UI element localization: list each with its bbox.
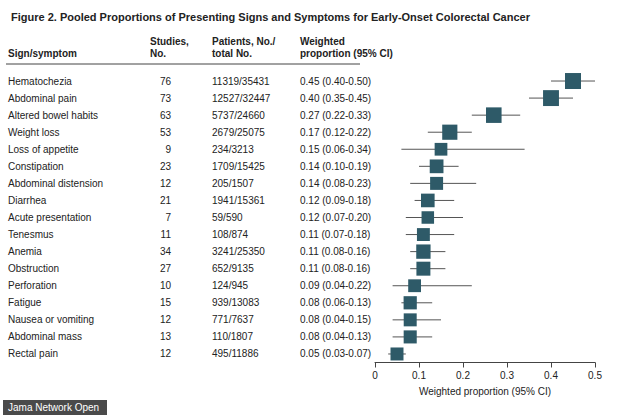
svg-text:495/11886: 495/11886 bbox=[212, 348, 259, 359]
svg-text:0.5: 0.5 bbox=[588, 370, 602, 381]
svg-text:0.08 (0.06-0.13): 0.08 (0.06-0.13) bbox=[300, 297, 371, 308]
svg-text:939/13083: 939/13083 bbox=[212, 297, 260, 308]
svg-text:0.11 (0.07-0.18): 0.11 (0.07-0.18) bbox=[300, 229, 370, 240]
svg-text:0.3: 0.3 bbox=[500, 370, 514, 381]
svg-text:13: 13 bbox=[160, 331, 172, 342]
svg-text:0.17 (0.12-0.22): 0.17 (0.12-0.22) bbox=[300, 127, 371, 138]
svg-text:Rectal pain: Rectal pain bbox=[8, 348, 58, 359]
svg-text:12: 12 bbox=[160, 314, 172, 325]
svg-text:0.14 (0.10-0.19): 0.14 (0.10-0.19) bbox=[300, 161, 371, 172]
svg-text:9: 9 bbox=[165, 144, 171, 155]
svg-text:21: 21 bbox=[160, 195, 172, 206]
svg-text:27: 27 bbox=[160, 263, 172, 274]
svg-text:205/1507: 205/1507 bbox=[212, 178, 254, 189]
svg-text:124/945: 124/945 bbox=[212, 280, 249, 291]
svg-text:0.4: 0.4 bbox=[544, 370, 558, 381]
svg-text:0.11 (0.08-0.16): 0.11 (0.08-0.16) bbox=[300, 263, 370, 274]
svg-text:15: 15 bbox=[160, 297, 172, 308]
svg-text:1709/15425: 1709/15425 bbox=[212, 161, 265, 172]
svg-text:Perforation: Perforation bbox=[8, 280, 57, 291]
svg-text:0.12 (0.09-0.18): 0.12 (0.09-0.18) bbox=[300, 195, 371, 206]
svg-text:0.45 (0.40-0.50): 0.45 (0.40-0.50) bbox=[300, 76, 371, 87]
svg-text:234/3213: 234/3213 bbox=[212, 144, 254, 155]
svg-text:total No.: total No. bbox=[212, 48, 252, 59]
svg-text:No.: No. bbox=[150, 48, 166, 59]
svg-text:Anemia: Anemia bbox=[8, 246, 42, 257]
svg-text:0.12 (0.07-0.20): 0.12 (0.07-0.20) bbox=[300, 212, 371, 223]
svg-text:0.14 (0.08-0.23): 0.14 (0.08-0.23) bbox=[300, 178, 371, 189]
svg-text:12527/32447: 12527/32447 bbox=[212, 93, 271, 104]
svg-text:7: 7 bbox=[165, 212, 171, 223]
svg-text:0.27 (0.22-0.33): 0.27 (0.22-0.33) bbox=[300, 110, 371, 121]
svg-text:Altered bowel habits: Altered bowel habits bbox=[8, 110, 98, 121]
svg-text:0.11 (0.08-0.16): 0.11 (0.08-0.16) bbox=[300, 246, 370, 257]
svg-text:0.15 (0.06-0.34): 0.15 (0.06-0.34) bbox=[300, 144, 371, 155]
svg-text:11: 11 bbox=[161, 229, 172, 240]
svg-text:Jama Network Open: Jama Network Open bbox=[8, 402, 99, 413]
svg-text:Acute presentation: Acute presentation bbox=[8, 212, 91, 223]
svg-text:Abdominal pain: Abdominal pain bbox=[8, 93, 77, 104]
svg-text:0.08 (0.04-0.15): 0.08 (0.04-0.15) bbox=[300, 314, 371, 325]
svg-text:Hematochezia: Hematochezia bbox=[8, 76, 72, 87]
svg-text:Studies,: Studies, bbox=[150, 36, 189, 47]
svg-text:3241/25350: 3241/25350 bbox=[212, 246, 265, 257]
svg-text:Diarrhea: Diarrhea bbox=[8, 195, 47, 206]
svg-text:12: 12 bbox=[160, 348, 172, 359]
svg-text:Weight loss: Weight loss bbox=[8, 127, 60, 138]
svg-text:Obstruction: Obstruction bbox=[8, 263, 59, 274]
svg-text:1941/15361: 1941/15361 bbox=[212, 195, 265, 206]
svg-text:Patients, No./: Patients, No./ bbox=[212, 36, 276, 47]
svg-text:2679/25075: 2679/25075 bbox=[212, 127, 265, 138]
svg-text:Sign/symptom: Sign/symptom bbox=[8, 48, 77, 59]
svg-text:10: 10 bbox=[160, 280, 172, 291]
svg-text:11319/35431: 11319/35431 bbox=[212, 76, 270, 87]
svg-text:12: 12 bbox=[160, 178, 172, 189]
svg-text:Fatigue: Fatigue bbox=[8, 297, 42, 308]
svg-text:Constipation: Constipation bbox=[8, 161, 64, 172]
svg-text:76: 76 bbox=[160, 76, 172, 87]
svg-text:63: 63 bbox=[160, 110, 172, 121]
svg-text:73: 73 bbox=[160, 93, 172, 104]
svg-text:0.1: 0.1 bbox=[412, 370, 426, 381]
svg-text:0.40 (0.35-0.45): 0.40 (0.35-0.45) bbox=[300, 93, 371, 104]
svg-text:proportion (95% CI): proportion (95% CI) bbox=[300, 48, 393, 59]
svg-text:771/7637: 771/7637 bbox=[212, 314, 254, 325]
svg-text:0.08 (0.04-0.13): 0.08 (0.04-0.13) bbox=[300, 331, 371, 342]
svg-text:59/590: 59/590 bbox=[212, 212, 243, 223]
svg-text:108/874: 108/874 bbox=[212, 229, 249, 240]
svg-text:Weighted: Weighted bbox=[300, 36, 345, 47]
svg-text:0.2: 0.2 bbox=[456, 370, 470, 381]
svg-text:Loss of appetite: Loss of appetite bbox=[8, 144, 79, 155]
svg-text:Figure 2. Pooled Proportions o: Figure 2. Pooled Proportions of Presenti… bbox=[11, 11, 531, 23]
svg-text:Weighted proportion (95% CI): Weighted proportion (95% CI) bbox=[419, 386, 551, 397]
svg-text:23: 23 bbox=[160, 161, 172, 172]
svg-text:0: 0 bbox=[372, 370, 378, 381]
svg-text:0.05 (0.03-0.07): 0.05 (0.03-0.07) bbox=[300, 348, 371, 359]
svg-text:110/1807: 110/1807 bbox=[212, 331, 253, 342]
svg-text:Tenesmus: Tenesmus bbox=[8, 229, 54, 240]
svg-text:53: 53 bbox=[160, 127, 172, 138]
svg-text:Abdominal mass: Abdominal mass bbox=[8, 331, 82, 342]
svg-text:34: 34 bbox=[160, 246, 172, 257]
svg-text:0.09 (0.04-0.22): 0.09 (0.04-0.22) bbox=[300, 280, 371, 291]
svg-text:652/9135: 652/9135 bbox=[212, 263, 254, 274]
svg-text:Nausea or vomiting: Nausea or vomiting bbox=[8, 314, 94, 325]
svg-text:5737/24660: 5737/24660 bbox=[212, 110, 265, 121]
svg-text:Abdominal distension: Abdominal distension bbox=[8, 178, 103, 189]
